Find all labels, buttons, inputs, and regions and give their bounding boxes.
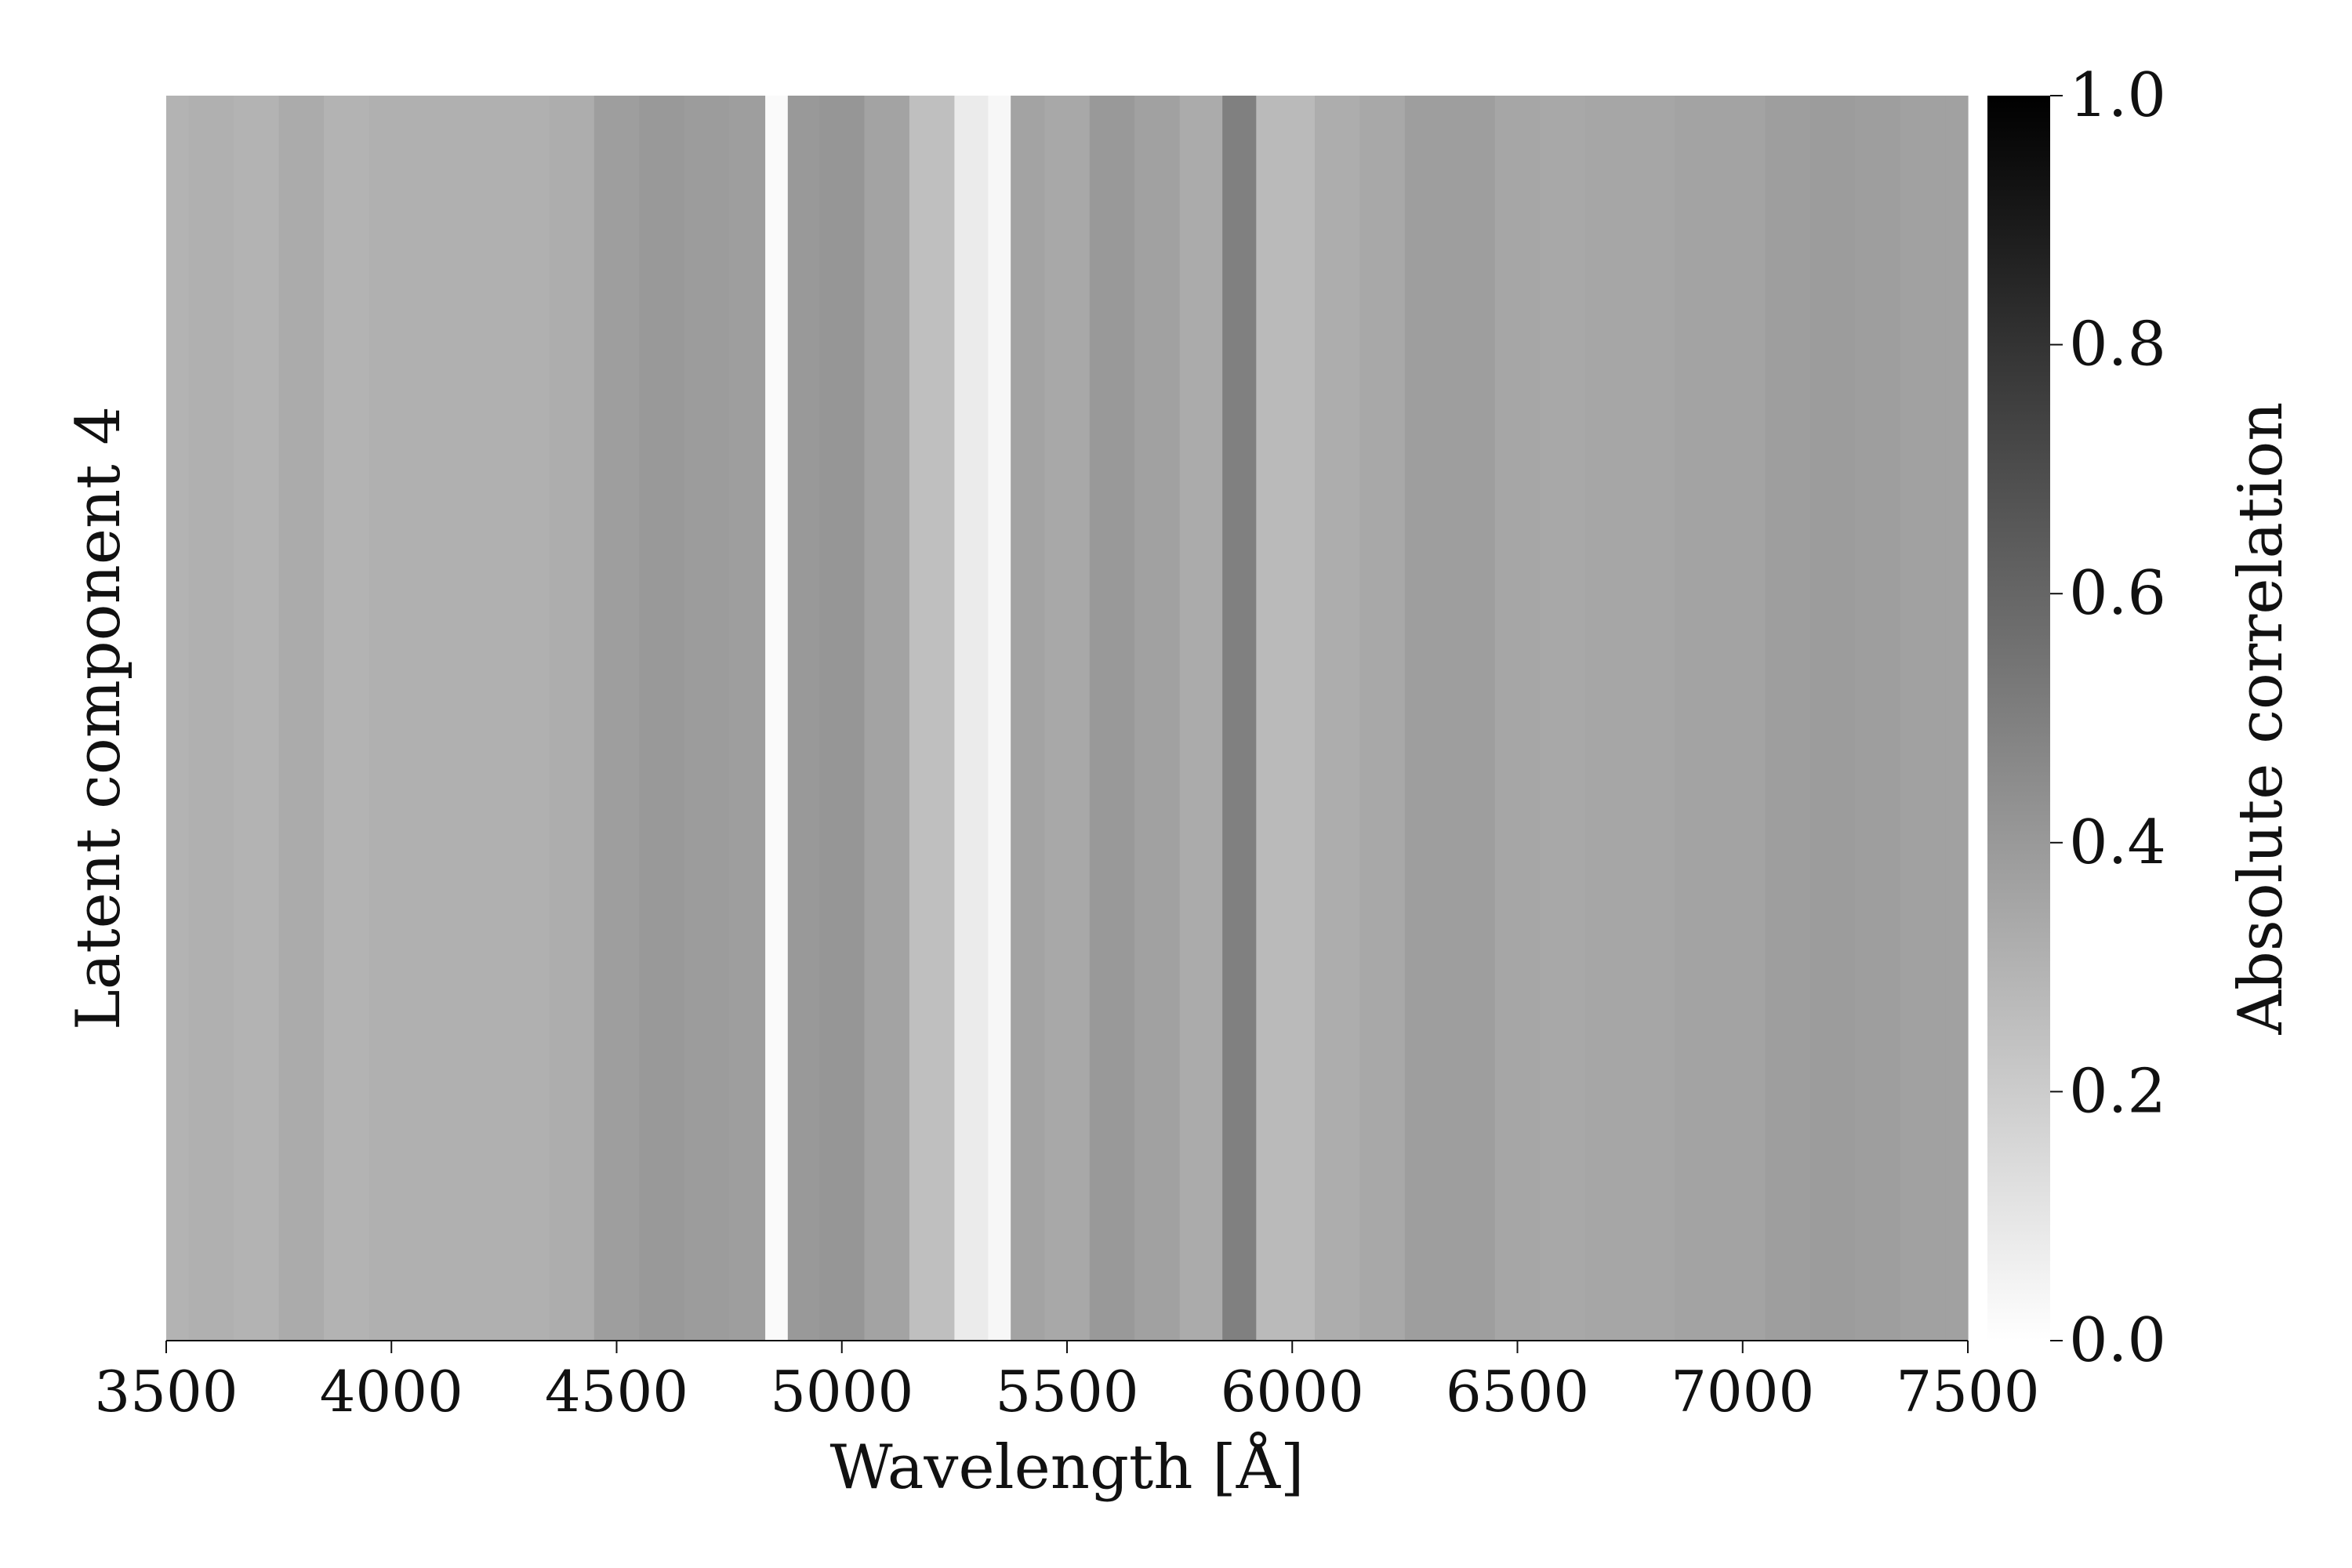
x-tick-label: 6500 xyxy=(1446,1359,1589,1425)
heatmap-cell xyxy=(1359,96,1406,1341)
heatmap-cell xyxy=(765,96,789,1341)
y-axis-label: Latent component 4 xyxy=(64,406,134,1030)
heatmap-cell xyxy=(278,96,325,1341)
heatmap-cell xyxy=(1044,96,1091,1341)
x-tick-label: 4000 xyxy=(320,1359,463,1425)
x-tick-label: 5500 xyxy=(995,1359,1138,1425)
heatmap-cell xyxy=(954,96,989,1341)
x-tick-label: 7000 xyxy=(1671,1359,1814,1425)
heatmap-cell xyxy=(1720,96,1766,1341)
heatmap-cell xyxy=(1809,96,1856,1341)
heatmap-cell xyxy=(864,96,910,1341)
colorbar-tick-label: 0.4 xyxy=(2069,808,2166,878)
heatmap-cell xyxy=(459,96,505,1341)
heatmap-cell xyxy=(1011,96,1045,1341)
heatmap-cell xyxy=(549,96,595,1341)
heatmap-cell xyxy=(1855,96,1901,1341)
heatmap-cell xyxy=(1314,96,1361,1341)
x-tick-label: 3500 xyxy=(94,1359,238,1425)
x-tick-label: 4500 xyxy=(545,1359,688,1425)
heatmap-cell xyxy=(1900,96,1946,1341)
heatmap-cell xyxy=(909,96,955,1341)
heatmap-cell xyxy=(1404,96,1450,1341)
colorbar xyxy=(1987,96,2050,1341)
heatmap-cell xyxy=(1584,96,1631,1341)
heatmap-cell xyxy=(1494,96,1541,1341)
heatmap-cell xyxy=(1450,96,1496,1341)
colorbar-tick-label: 0.0 xyxy=(2069,1305,2166,1376)
heatmap-cell xyxy=(368,96,415,1341)
heatmap-cell xyxy=(684,96,730,1341)
colorbar-tick-label: 0.6 xyxy=(2069,558,2166,629)
heatmap-strip xyxy=(166,96,1969,1341)
heatmap-cell xyxy=(1222,96,1257,1341)
x-tick-label: 5000 xyxy=(770,1359,913,1425)
heatmap-cell xyxy=(593,96,640,1341)
x-axis-label: Wavelength [Å] xyxy=(830,1431,1305,1503)
heatmap-cell xyxy=(639,96,685,1341)
colorbar-tick-label: 0.2 xyxy=(2069,1056,2166,1127)
heatmap-cell xyxy=(988,96,1011,1341)
colorbar-label: Absolute correlation xyxy=(2226,401,2296,1035)
x-axis: 3500 4000 4500 5000 5500 6000 6500 7000 7500 xyxy=(94,1340,2040,1425)
heatmap-cell xyxy=(729,96,766,1341)
heatmap-cell xyxy=(413,96,460,1341)
heatmap-cell xyxy=(1540,96,1586,1341)
heatmap-cell xyxy=(1256,96,1282,1341)
heatmap-cell xyxy=(1675,96,1721,1341)
heatmap-cell xyxy=(324,96,370,1341)
heatmap-cell xyxy=(166,96,190,1341)
x-tick-label: 6000 xyxy=(1221,1359,1364,1425)
heatmap-cell xyxy=(1134,96,1181,1341)
colorbar-tick-label: 1.0 xyxy=(2069,60,2166,131)
heatmap-cell xyxy=(1630,96,1676,1341)
heatmap-cell xyxy=(1280,96,1316,1341)
heatmap-cell xyxy=(819,96,866,1341)
colorbar-axis: 0.0 0.2 0.4 0.6 0.8 1.0 xyxy=(2050,60,2166,1376)
heatmap-cell xyxy=(188,96,234,1341)
colorbar-tick-label: 0.8 xyxy=(2069,310,2166,380)
heatmap-cell xyxy=(1089,96,1135,1341)
heatmap-cell xyxy=(1765,96,1811,1341)
x-tick-label: 7500 xyxy=(1896,1359,2039,1425)
heatmap-cell xyxy=(787,96,820,1341)
heatmap-cell xyxy=(1945,96,1969,1341)
heatmap-cell xyxy=(503,96,550,1341)
heatmap-cell xyxy=(1179,96,1223,1341)
heatmap-cell xyxy=(234,96,280,1341)
